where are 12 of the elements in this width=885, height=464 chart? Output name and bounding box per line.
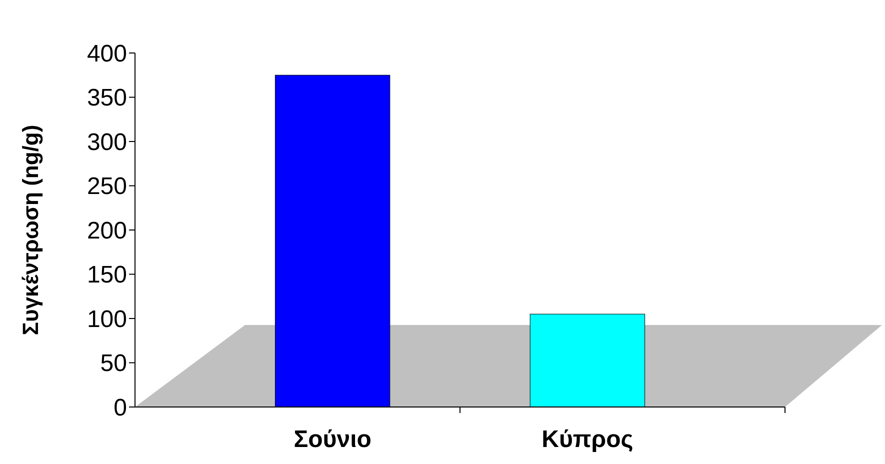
y-tick-label: 100 [86, 306, 127, 333]
y-tick-label: 0 [114, 394, 127, 422]
x-tick-label: Σούνιο [294, 426, 372, 453]
y-tick-label: 250 [86, 173, 127, 200]
y-tick-label: 150 [86, 262, 127, 289]
y-axis-title: Συγκέντρωση (ng/g) [18, 124, 43, 336]
y-tick-label: 350 [86, 84, 127, 112]
y-tick-label: 400 [86, 40, 127, 68]
y-tick-label: 300 [86, 128, 127, 156]
y-tick-label: 200 [86, 217, 127, 244]
y-tick-label: 50 [100, 350, 127, 378]
x-tick-label: Κύπρος [542, 426, 634, 453]
